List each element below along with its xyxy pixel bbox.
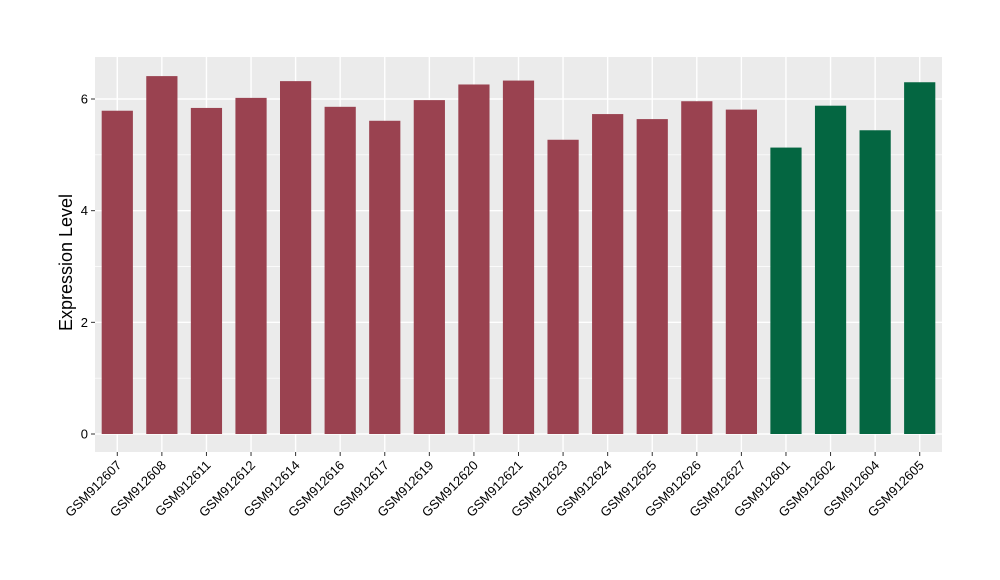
bar-gsm912602 <box>814 105 847 434</box>
y-tick-label: 0 <box>81 427 88 442</box>
y-tick-label: 2 <box>81 315 88 330</box>
bar-gsm912625 <box>636 119 668 434</box>
y-axis: 0 2 4 6 <box>81 92 95 442</box>
bar-gsm912608 <box>146 76 178 434</box>
bar-gsm912601 <box>770 147 802 434</box>
bar-gsm912624 <box>592 114 624 434</box>
bar-gsm912607 <box>101 110 133 434</box>
bars <box>101 76 936 435</box>
bar-gsm912617 <box>369 120 401 435</box>
x-axis: GSM912607GSM912608GSM912611GSM912612GSM9… <box>62 452 927 520</box>
y-tick-label: 4 <box>81 203 88 218</box>
bar-gsm912626 <box>681 101 713 434</box>
bar-gsm912604 <box>859 130 891 434</box>
bar-gsm912612 <box>235 97 267 434</box>
bar-gsm912611 <box>190 107 223 434</box>
y-tick-label: 6 <box>81 92 88 107</box>
bar-gsm912619 <box>413 100 445 434</box>
y-axis-title: Expression Level <box>56 194 76 331</box>
bar-gsm912616 <box>324 106 356 435</box>
bar-gsm912627 <box>725 109 757 434</box>
bar-gsm912614 <box>280 81 312 434</box>
bar-gsm912620 <box>458 84 490 434</box>
bar-gsm912605 <box>904 82 936 434</box>
bar-gsm912621 <box>502 80 535 434</box>
bar-gsm912623 <box>547 139 579 434</box>
